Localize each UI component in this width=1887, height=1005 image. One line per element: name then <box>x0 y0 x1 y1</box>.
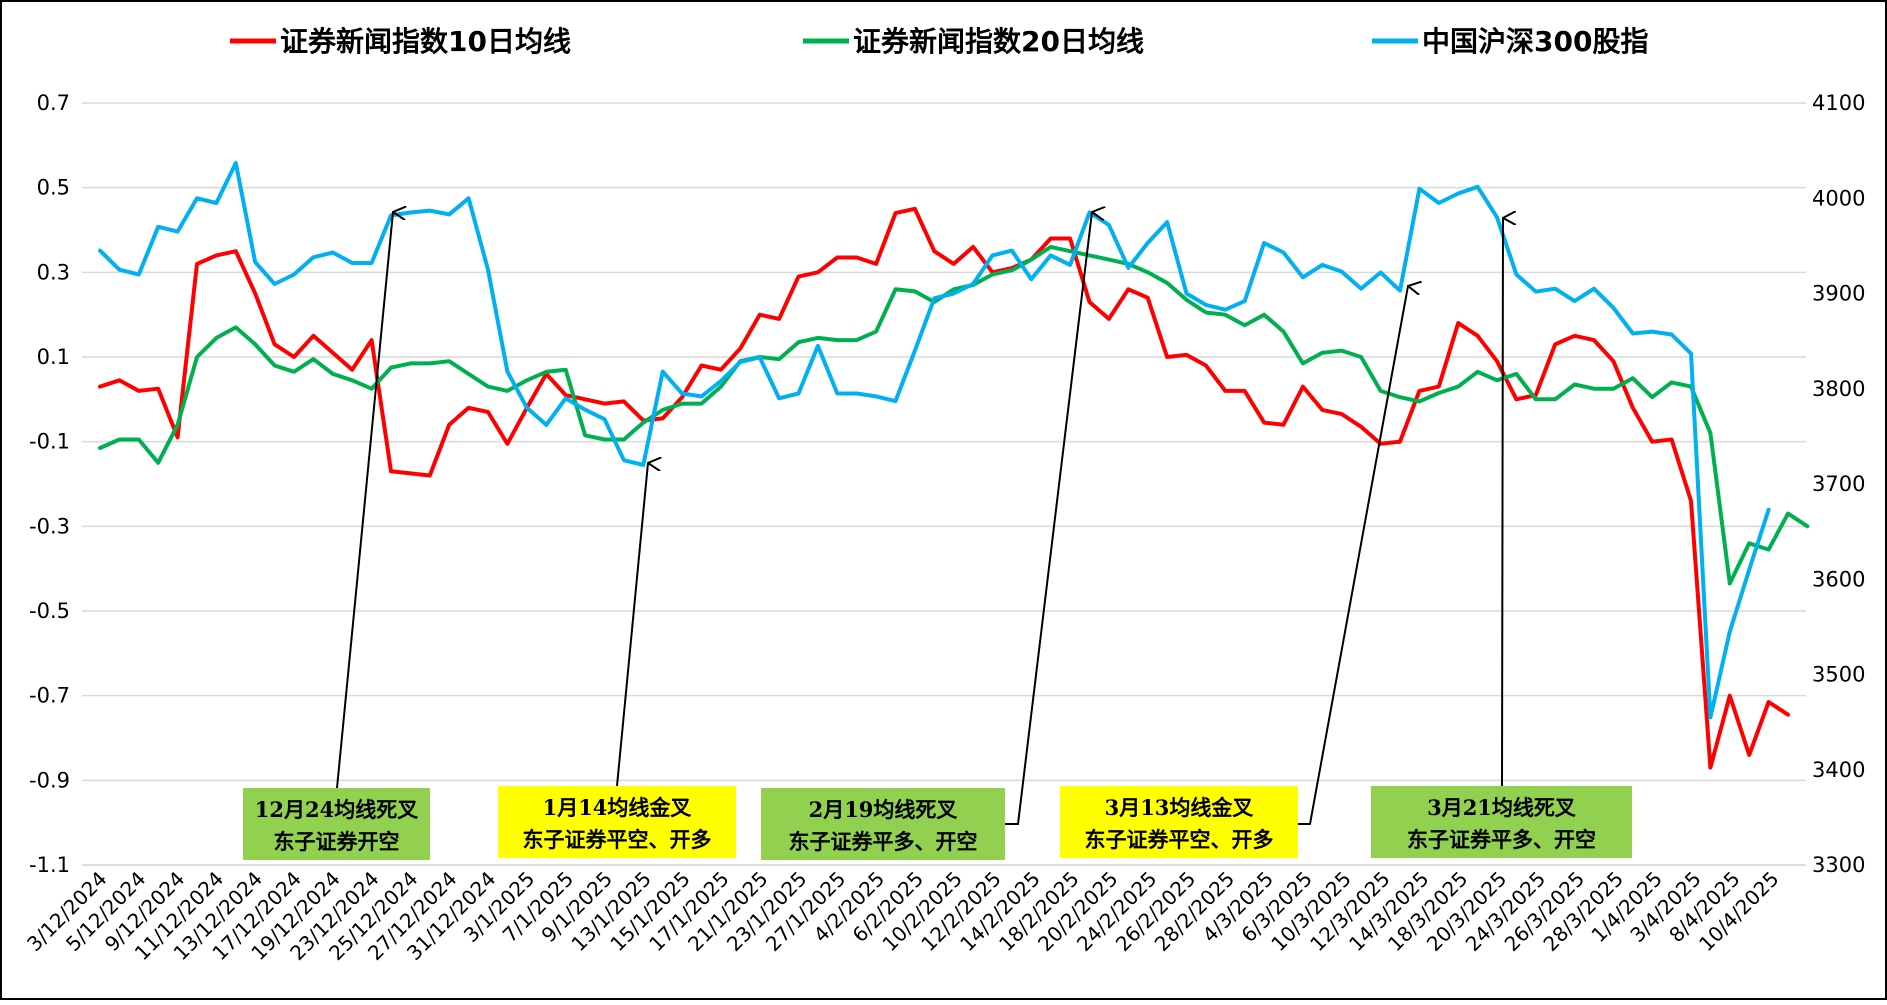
annotation-box <box>761 788 1005 860</box>
y2-tick-label: 3600 <box>1812 567 1865 591</box>
legend-label: 中国沪深300股指 <box>1422 25 1648 58</box>
y-tick-label: 0.3 <box>37 260 70 284</box>
annotations: 12月24均线死叉东子证券开空1月14均线金叉东子证券平空、开多2月19均线死叉… <box>243 212 1632 860</box>
annotation-line1: 3月13均线金叉 <box>1105 795 1255 820</box>
annotation-arrow <box>1298 286 1408 825</box>
y2-tick-label: 4100 <box>1812 91 1865 115</box>
annotation-arrow <box>616 463 648 787</box>
series-line <box>98 244 1810 586</box>
annotation-arrow <box>1501 218 1503 787</box>
series-line <box>98 206 1790 770</box>
annotation-line1: 12月24均线死叉 <box>255 797 419 822</box>
annotation-line2: 东子证券平空、开多 <box>523 827 712 852</box>
y2-tick-label: 3400 <box>1812 758 1865 782</box>
series-line <box>98 161 1771 720</box>
annotation-box <box>1371 786 1632 858</box>
y2-tick-label: 3500 <box>1812 663 1865 687</box>
y-tick-label: -0.3 <box>29 514 70 538</box>
annotation-line2: 东子证券开空 <box>274 829 400 854</box>
legend-label: 证券新闻指数20日均线 <box>853 25 1144 58</box>
annotation-box <box>498 786 736 858</box>
y2-tick-label: 3800 <box>1812 377 1865 401</box>
annotation-line2: 东子证券平多、开空 <box>1407 827 1596 852</box>
annotation-arrow <box>336 212 393 789</box>
y2-tick-label: 3900 <box>1812 282 1865 306</box>
legend-label: 证券新闻指数10日均线 <box>280 25 571 58</box>
y-tick-label: 0.7 <box>37 91 70 115</box>
annotation-line1: 2月19均线死叉 <box>809 797 959 822</box>
y-tick-label: -1.1 <box>29 853 70 877</box>
y-tick-label: -0.7 <box>29 684 70 708</box>
annotation-line2: 东子证券平多、开空 <box>789 829 978 854</box>
y-tick-label: -0.1 <box>29 430 70 454</box>
legend: 证券新闻指数10日均线 证券新闻指数20日均线 中国沪深300股指 <box>230 25 1648 58</box>
annotation-box <box>1060 786 1298 858</box>
y2-tick-label: 3700 <box>1812 472 1865 496</box>
annotation-line2: 东子证券平空、开多 <box>1085 827 1274 852</box>
annotation-box <box>243 788 430 860</box>
annotation-line1: 3月21均线死叉 <box>1427 795 1577 820</box>
y2-tick-label: 4000 <box>1812 186 1865 210</box>
y-tick-label: 0.1 <box>37 345 70 369</box>
left-y-axis: 0.7 0.5 0.3 0.1 -0.1 -0.3 -0.5 -0.7 -0.9 -1.1 <box>29 91 70 877</box>
y-tick-label: -0.9 <box>29 768 70 792</box>
y-tick-label: 0.5 <box>37 176 70 200</box>
series-lines <box>98 161 1810 770</box>
annotation-arrow <box>1005 212 1092 825</box>
y2-tick-label: 3300 <box>1812 853 1865 877</box>
annotation-line1: 1月14均线金叉 <box>543 795 693 820</box>
y-tick-label: -0.5 <box>29 599 70 623</box>
right-y-axis: 4100 4000 3900 3800 3700 3600 3500 3400 3300 <box>1812 91 1865 877</box>
